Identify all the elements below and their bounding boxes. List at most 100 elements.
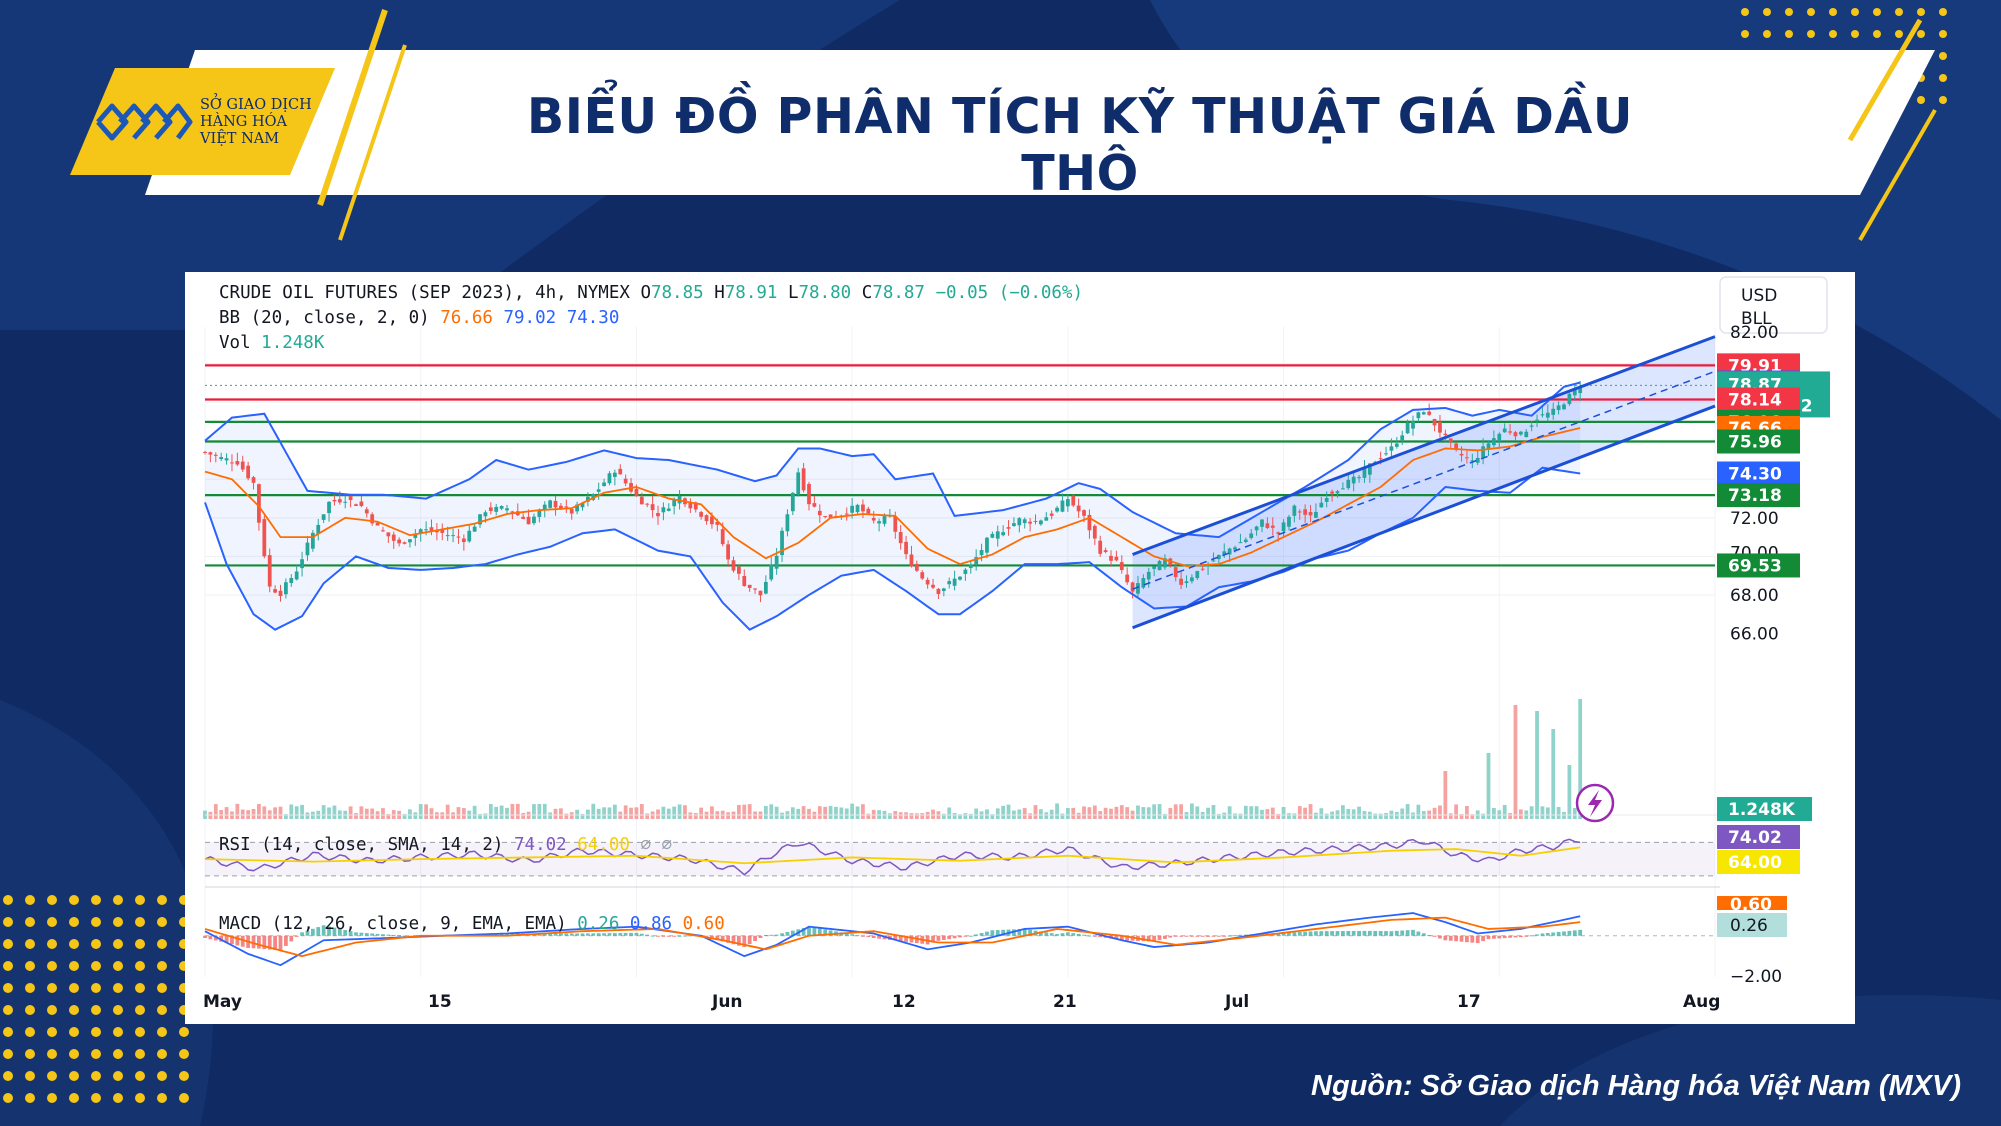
candle-body xyxy=(693,502,698,510)
candle-body xyxy=(1518,431,1523,435)
macd-histogram-bar xyxy=(931,935,935,943)
macd-histogram-bar xyxy=(990,930,995,936)
volume-bar xyxy=(1119,805,1124,819)
volume-bar xyxy=(1109,808,1113,819)
volume-bar xyxy=(693,813,698,819)
candle-body xyxy=(494,506,499,512)
candle-body xyxy=(1367,463,1372,475)
decor-dot xyxy=(157,939,167,949)
macd-histogram-bar xyxy=(1044,932,1049,936)
macd-histogram-bar xyxy=(1292,932,1297,936)
volume-bar xyxy=(1022,808,1027,819)
volume-bar xyxy=(273,807,277,819)
macd-histogram-bar xyxy=(1551,932,1556,936)
macd-histogram-bar xyxy=(763,934,768,936)
volume-bar xyxy=(1448,813,1453,819)
candle-body xyxy=(1432,418,1437,426)
volume-badge-label: 1.248K xyxy=(1728,800,1796,820)
candle-body xyxy=(731,560,736,571)
candle-body xyxy=(203,451,207,453)
macd-histogram-bar xyxy=(1502,935,1507,939)
volume-bar xyxy=(559,808,563,819)
macd-histogram-bar xyxy=(683,935,687,937)
macd-histogram-bar xyxy=(1206,935,1210,937)
volume-bar xyxy=(1341,805,1345,819)
volume-bar xyxy=(1405,804,1410,819)
rsi-badge xyxy=(1717,825,1800,849)
candle-body xyxy=(780,530,784,556)
candle-body xyxy=(1146,571,1151,580)
volume-bar xyxy=(1438,805,1442,819)
candle-body xyxy=(289,578,294,584)
candle-body xyxy=(564,506,569,508)
candle-body xyxy=(828,514,833,518)
macd-histogram-bar xyxy=(1211,935,1216,937)
macd-histogram-bar xyxy=(1049,933,1054,936)
volume-bar xyxy=(1324,813,1329,819)
macd-histogram-bar xyxy=(904,935,908,942)
candle-body xyxy=(467,530,472,542)
decor-dot xyxy=(47,1027,57,1037)
candle-body xyxy=(381,530,385,532)
macd-histogram-bar xyxy=(1389,931,1394,936)
volume-bar xyxy=(672,806,677,819)
macd-histogram-bar xyxy=(645,934,650,936)
volume-bar xyxy=(1049,809,1054,819)
volume-bar xyxy=(478,813,482,819)
volume-bar xyxy=(413,812,418,819)
volume-bar xyxy=(1206,807,1210,819)
volume-bar xyxy=(1065,808,1070,819)
candle-body xyxy=(1502,428,1507,433)
volume-bar xyxy=(1028,813,1032,819)
decor-dot xyxy=(69,895,79,905)
decor-dot xyxy=(157,1027,167,1037)
macd-histogram-bar xyxy=(1556,931,1561,936)
volume-bar xyxy=(850,803,855,819)
macd-histogram-bar xyxy=(1017,929,1022,936)
bollinger-basis-line xyxy=(204,427,1581,567)
volume-bar xyxy=(855,806,860,819)
logo-line: VIỆT NAM xyxy=(200,131,280,147)
candle-body xyxy=(704,515,709,522)
macd-histogram-bar xyxy=(952,935,957,939)
candle-body xyxy=(904,541,908,555)
volume-bar xyxy=(251,808,256,819)
macd-histogram-bar xyxy=(812,927,817,936)
volume-bar xyxy=(1572,808,1577,819)
macd-histogram-bar xyxy=(1421,933,1426,936)
macd-histogram-bar xyxy=(731,935,736,945)
macd-histogram-bar xyxy=(1168,935,1173,938)
volume-bar xyxy=(1567,765,1572,819)
decor-dot xyxy=(47,939,57,949)
macd-histogram-bar xyxy=(559,933,563,936)
volume-bar xyxy=(1508,813,1512,819)
macd-histogram-bar xyxy=(618,933,623,936)
candle-body xyxy=(952,578,957,586)
volume-bar xyxy=(532,804,536,819)
candle-body xyxy=(1001,532,1006,536)
volume-bar xyxy=(1513,705,1518,819)
candle-body xyxy=(408,539,412,543)
macd-histogram-bar xyxy=(855,935,860,937)
decor-dot xyxy=(47,961,57,971)
candle-body xyxy=(402,542,407,544)
macd-histogram-bar xyxy=(1367,930,1372,936)
decor-dot xyxy=(91,1005,101,1015)
decor-dot xyxy=(47,917,57,927)
candle-body xyxy=(720,529,725,545)
macd-histogram-bar xyxy=(1119,935,1124,941)
candle-body xyxy=(1076,505,1081,512)
macd-histogram-bar xyxy=(958,935,962,938)
time-axis-label: Jun xyxy=(711,992,743,1012)
volume-bar xyxy=(920,813,925,819)
decor-dot xyxy=(113,917,123,927)
volume-bar xyxy=(1055,803,1059,819)
volume-bar xyxy=(677,804,682,819)
legend-ohlc-key: O xyxy=(640,283,651,303)
macd-histogram-bar xyxy=(1535,934,1539,936)
volume-bar xyxy=(931,809,935,819)
decor-dot xyxy=(91,1071,101,1081)
volume-bar xyxy=(370,808,375,819)
legend-token: 78.87 xyxy=(872,283,935,303)
macd-histogram-bar xyxy=(381,934,385,936)
